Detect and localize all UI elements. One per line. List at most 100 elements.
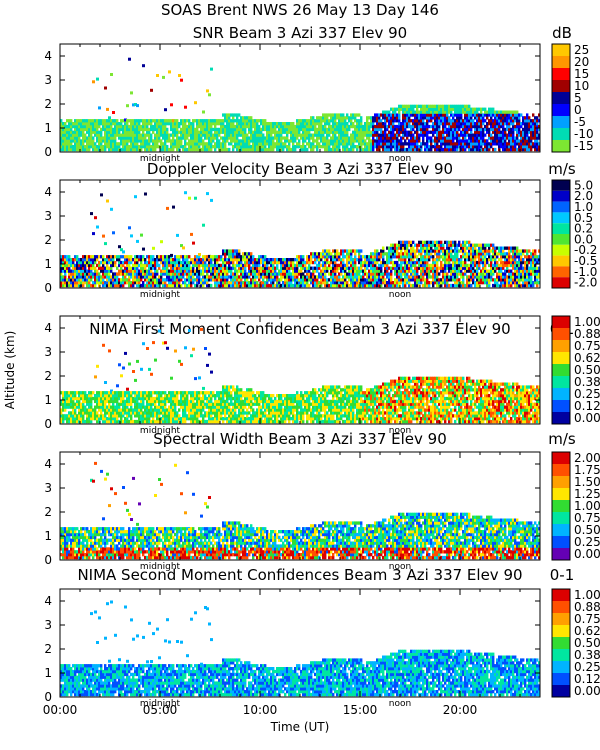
data-cell <box>102 266 105 270</box>
data-cell <box>288 124 291 129</box>
data-cell <box>138 124 141 129</box>
data-cell <box>364 124 367 129</box>
data-cell <box>74 127 77 132</box>
data-cell <box>224 252 227 256</box>
data-cell <box>68 283 71 288</box>
data-cell <box>410 133 413 137</box>
data-cell <box>92 281 95 285</box>
data-cell <box>128 139 131 143</box>
data-cell <box>452 122 455 126</box>
data-cell <box>346 275 349 279</box>
data-cell <box>222 252 225 256</box>
data-cell <box>240 127 243 132</box>
data-point <box>210 67 213 71</box>
data-cell <box>376 127 379 132</box>
data-cell <box>480 124 483 129</box>
data-cell <box>206 142 209 146</box>
data-cell <box>334 255 337 259</box>
data-cell <box>112 272 115 276</box>
data-cell <box>238 263 241 268</box>
data-cell <box>78 278 81 282</box>
data-cell <box>66 139 69 143</box>
data-cell <box>88 147 91 152</box>
data-point <box>142 247 145 251</box>
data-cell <box>342 130 345 134</box>
data-cell <box>222 122 225 126</box>
data-cell <box>354 281 357 285</box>
data-point <box>106 199 109 203</box>
data-cell <box>378 113 381 117</box>
data-cell <box>62 122 65 126</box>
data-cell <box>230 260 233 265</box>
data-cell <box>214 266 217 270</box>
data-cell <box>200 119 203 123</box>
data-point <box>150 88 153 92</box>
data-cell <box>454 133 457 137</box>
data-cell <box>222 147 225 152</box>
data-cell <box>194 136 197 140</box>
data-cell <box>272 122 275 126</box>
data-cell <box>232 139 235 143</box>
data-cell <box>366 147 369 152</box>
data-cell <box>268 145 271 149</box>
data-cell <box>434 142 437 146</box>
data-cell <box>166 278 169 282</box>
data-cell <box>74 142 77 146</box>
data-cell <box>260 266 263 270</box>
data-cell <box>132 124 135 129</box>
data-cell <box>286 127 289 132</box>
data-cell <box>194 255 197 259</box>
data-cell <box>156 142 159 146</box>
data-cell <box>154 269 157 273</box>
data-cell <box>196 119 199 123</box>
data-cell <box>164 139 167 143</box>
data-cell <box>352 133 355 137</box>
data-cell <box>238 130 241 134</box>
data-cell <box>196 266 199 270</box>
data-cell <box>250 119 253 123</box>
colorbar-frame <box>551 43 571 153</box>
data-cell <box>510 139 513 143</box>
data-cell <box>136 122 139 126</box>
data-cell <box>98 263 101 268</box>
data-cell <box>84 136 87 140</box>
data-cell <box>198 281 201 285</box>
data-cell <box>150 269 153 273</box>
data-cell <box>210 145 213 149</box>
data-cell <box>324 281 327 285</box>
data-cell <box>60 119 63 123</box>
data-cell <box>178 278 181 282</box>
data-cell <box>220 122 223 126</box>
data-cell <box>310 133 313 137</box>
data-cell <box>200 122 203 126</box>
data-cell <box>180 122 183 126</box>
data-cell <box>474 133 477 137</box>
data-cell <box>130 266 133 270</box>
data-point <box>136 239 139 243</box>
data-cell <box>352 249 355 253</box>
data-cell <box>80 281 83 285</box>
data-cell <box>62 127 65 132</box>
data-cell <box>198 145 201 149</box>
data-cell <box>202 281 205 285</box>
data-cell <box>342 278 345 282</box>
data-cell <box>152 147 155 152</box>
data-cell <box>246 124 249 129</box>
data-cell <box>482 113 485 117</box>
data-cell <box>114 281 117 285</box>
data-cell <box>360 142 363 146</box>
data-cell <box>208 119 211 123</box>
data-cell <box>250 139 253 143</box>
data-cell <box>330 252 333 256</box>
data-cell <box>196 255 199 259</box>
data-cell <box>322 278 325 282</box>
data-cell <box>308 127 311 132</box>
data-cell <box>134 145 137 149</box>
data-cell <box>518 119 521 123</box>
data-cell <box>360 147 363 152</box>
data-cell <box>370 133 373 137</box>
data-cell <box>64 260 67 265</box>
data-cell <box>454 110 457 114</box>
data-cell <box>192 258 195 262</box>
data-cell <box>124 145 127 149</box>
